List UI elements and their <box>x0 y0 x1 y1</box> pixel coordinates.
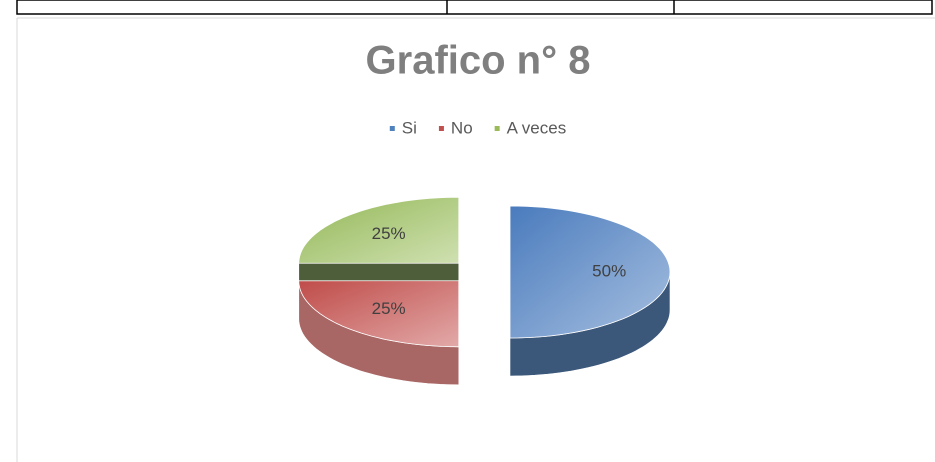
pie-slice <box>509 205 671 339</box>
table-strip <box>16 0 933 15</box>
pie-slice-group <box>298 280 460 386</box>
legend-marker <box>389 126 395 131</box>
pie-slice <box>298 196 460 264</box>
legend: Si No A veces <box>389 118 567 137</box>
legend-text: A veces <box>507 118 567 137</box>
value-label: 50% <box>592 261 626 280</box>
pie-slice-group <box>509 205 671 377</box>
legend-marker <box>438 126 444 131</box>
legend-text: No <box>451 118 473 137</box>
legend-text: Si <box>402 118 417 137</box>
pie-slice <box>298 280 460 348</box>
chart-title: Grafico n° 8 <box>366 39 591 83</box>
table-border <box>16 0 933 15</box>
legend-marker <box>494 126 500 131</box>
value-label: 25% <box>372 224 406 243</box>
value-label: 25% <box>372 299 406 318</box>
